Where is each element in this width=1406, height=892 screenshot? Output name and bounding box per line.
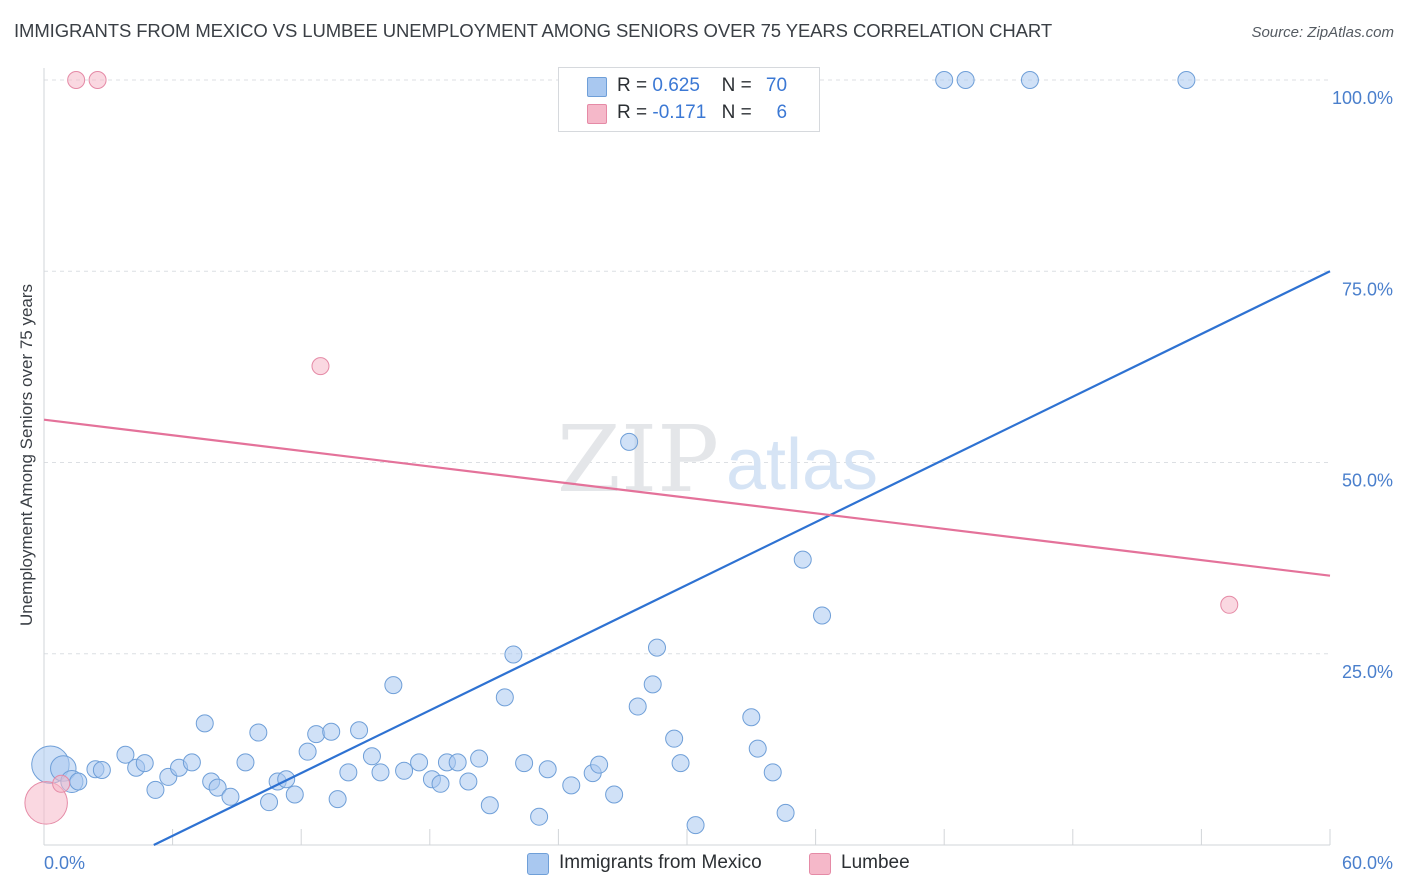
point-mexico: [671, 754, 690, 773]
point-mexico: [362, 747, 381, 766]
point-mexico: [339, 763, 358, 782]
point-mexico: [748, 739, 767, 758]
point-mexico: [776, 803, 795, 822]
point-mexico: [395, 761, 414, 780]
point-mexico: [384, 676, 403, 695]
point-mexico: [410, 753, 429, 772]
data-points: [24, 71, 1239, 835]
point-mexico: [459, 772, 478, 791]
point-lumbee: [1220, 595, 1239, 614]
x-tick-label: 0.0%: [44, 853, 85, 873]
watermark-atlas: atlas: [726, 425, 878, 505]
point-mexico: [628, 697, 647, 716]
point-mexico: [146, 780, 165, 799]
axes: [43, 68, 1331, 846]
point-mexico: [448, 753, 467, 772]
legend-r-label: R =: [617, 75, 648, 96]
point-mexico: [92, 761, 111, 780]
y-tick-label: 25.0%: [1342, 662, 1393, 682]
point-mexico: [686, 816, 705, 835]
point-mexico: [495, 688, 514, 707]
legend-n-label: N =: [721, 102, 752, 123]
legend-r-value-lumbee: -0.171: [652, 102, 707, 123]
point-mexico: [307, 725, 326, 744]
legend-r-label: R =: [617, 102, 648, 123]
point-mexico: [1177, 71, 1196, 89]
trend-line-mexico: [153, 270, 1331, 846]
point-mexico: [935, 71, 954, 89]
bottom-legend-label-mexico: Immigrants from Mexico: [559, 852, 762, 873]
tick-labels: 25.0% 50.0% 75.0% 100.0% 0.0% 60.0%: [44, 88, 1393, 873]
point-mexico: [562, 776, 581, 795]
point-mexico: [813, 606, 832, 625]
point-mexico: [182, 753, 201, 772]
point-mexico: [195, 714, 214, 733]
point-mexico: [665, 729, 684, 748]
point-mexico: [480, 796, 499, 815]
point-mexico: [208, 778, 227, 797]
point-mexico: [249, 723, 268, 742]
point-mexico: [371, 763, 390, 782]
point-mexico: [69, 772, 88, 791]
point-mexico: [322, 722, 341, 741]
trend-line-lumbee: [43, 418, 1331, 577]
stats-legend: R = 0.625 N = 70 R = -0.171 N = 6: [558, 67, 820, 132]
y-tick-label: 50.0%: [1342, 471, 1393, 491]
point-mexico: [515, 754, 534, 773]
point-mexico: [643, 675, 662, 694]
y-tick-label: 75.0%: [1342, 279, 1393, 299]
point-lumbee: [24, 781, 68, 825]
watermark-zip: ZIP: [557, 406, 719, 513]
point-mexico: [793, 550, 812, 569]
point-lumbee: [311, 357, 330, 376]
legend-n-value-mexico: 70: [765, 75, 788, 96]
point-mexico: [504, 645, 523, 664]
point-mexico: [350, 721, 369, 740]
bottom-legend-swatch-lumbee: [809, 853, 831, 875]
point-mexico: [285, 785, 304, 804]
point-mexico: [538, 760, 557, 779]
point-mexico: [116, 745, 135, 764]
point-mexico: [530, 807, 549, 826]
legend-n-value-lumbee: 6: [776, 102, 788, 123]
legend-n-label: N =: [721, 75, 752, 96]
point-mexico: [298, 742, 317, 761]
point-mexico: [590, 755, 609, 774]
point-mexico: [647, 638, 666, 657]
x-tick-label: 60.0%: [1342, 853, 1393, 873]
point-mexico: [742, 708, 761, 727]
legend-swatch-lumbee: [587, 104, 607, 124]
gridlines: [44, 79, 1330, 655]
watermark: ZIP atlas: [557, 406, 878, 513]
point-lumbee: [52, 774, 71, 793]
bottom-legend-swatch-mexico: [527, 853, 549, 875]
point-mexico: [620, 432, 639, 451]
trend-lines: [43, 270, 1331, 846]
legend-r-value-mexico: 0.625: [652, 75, 700, 96]
point-lumbee: [88, 71, 107, 89]
point-mexico: [1020, 71, 1039, 89]
chart-title: IMMIGRANTS FROM MEXICO VS LUMBEE UNEMPLO…: [14, 20, 1053, 41]
point-mexico: [328, 790, 347, 809]
point-mexico: [135, 754, 154, 773]
point-mexico: [431, 774, 450, 793]
point-mexico: [956, 71, 975, 89]
legend-swatch-mexico: [587, 77, 607, 97]
point-mexico: [605, 785, 624, 804]
point-mexico: [236, 753, 255, 772]
point-lumbee: [67, 71, 86, 89]
point-mexico: [221, 787, 240, 806]
point-mexico: [470, 749, 489, 768]
source-credit: Source: ZipAtlas.com: [1251, 24, 1394, 41]
bottom-legend-label-lumbee: Lumbee: [841, 852, 910, 873]
point-mexico: [763, 763, 782, 782]
point-mexico: [260, 793, 279, 812]
y-tick-label: 100.0%: [1332, 88, 1393, 108]
